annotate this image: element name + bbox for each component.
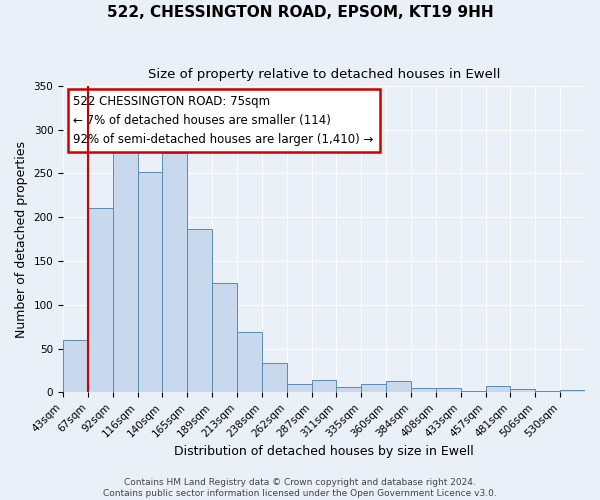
Bar	[485, 386, 511, 392]
Bar	[511, 389, 535, 392]
Bar	[262, 362, 287, 392]
Bar	[187, 230, 212, 392]
Text: 522 CHESSINGTON ROAD: 75sqm
← 7% of detached houses are smaller (114)
92% of sem: 522 CHESSINGTON ROAD: 75sqm ← 7% of deta…	[73, 95, 374, 146]
Bar	[88, 208, 113, 392]
Bar	[113, 149, 137, 392]
Title: Size of property relative to detached houses in Ewell: Size of property relative to detached ho…	[148, 68, 500, 80]
Text: Contains HM Land Registry data © Crown copyright and database right 2024.
Contai: Contains HM Land Registry data © Crown c…	[103, 478, 497, 498]
Bar	[436, 388, 461, 392]
Bar	[337, 387, 361, 392]
Bar	[137, 172, 163, 392]
Bar	[287, 384, 311, 392]
Text: 522, CHESSINGTON ROAD, EPSOM, KT19 9HH: 522, CHESSINGTON ROAD, EPSOM, KT19 9HH	[107, 5, 493, 20]
Bar	[163, 154, 187, 392]
Y-axis label: Number of detached properties: Number of detached properties	[15, 140, 28, 338]
Bar	[411, 388, 436, 392]
Bar	[560, 390, 585, 392]
Bar	[212, 283, 237, 393]
Bar	[237, 332, 262, 392]
Bar	[311, 380, 337, 392]
X-axis label: Distribution of detached houses by size in Ewell: Distribution of detached houses by size …	[174, 444, 474, 458]
Bar	[63, 340, 88, 392]
Bar	[361, 384, 386, 392]
Bar	[386, 381, 411, 392]
